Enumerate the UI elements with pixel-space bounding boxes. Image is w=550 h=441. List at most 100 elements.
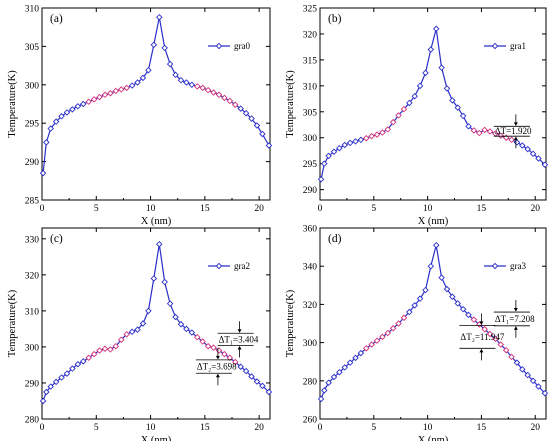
data-point	[145, 66, 152, 74]
annotation-label: ΔT₁=3.404	[219, 334, 259, 344]
legend-label: gra1	[510, 41, 526, 51]
data-point	[541, 161, 549, 168]
data-point	[139, 74, 147, 82]
data-point	[427, 262, 435, 270]
data-point	[166, 300, 174, 307]
y-tick-label: 290	[303, 186, 318, 196]
x-tick-label: 10	[423, 204, 433, 214]
x-tick-label: 15	[477, 423, 487, 433]
data-point	[352, 354, 359, 362]
data-point	[357, 349, 365, 357]
data-point	[330, 148, 338, 155]
panel-label: (a)	[50, 13, 63, 25]
data-point	[357, 136, 365, 144]
data-point	[107, 90, 114, 97]
data-point	[432, 241, 440, 249]
data-point	[384, 126, 392, 133]
data-point	[513, 139, 521, 146]
data-point	[492, 335, 499, 343]
data-point	[379, 333, 386, 341]
chart-panel-a: 0 5 10 15 20 285 290 295 300 305 310 X (nm) Temperat…	[7, 5, 273, 227]
y-tick-label: 295	[25, 120, 40, 130]
data-point	[156, 13, 163, 21]
data-point	[352, 138, 359, 145]
data-point	[535, 383, 542, 390]
data-point	[325, 379, 332, 386]
y-tick-label: 310	[25, 307, 40, 317]
data-point	[128, 328, 136, 336]
data-point	[265, 388, 273, 396]
data-point	[85, 354, 92, 361]
data-point	[317, 176, 325, 183]
arrow-head	[215, 355, 220, 360]
data-point	[470, 316, 478, 323]
x-tick-label: 10	[146, 204, 156, 214]
data-point	[199, 84, 206, 92]
data-point	[39, 169, 47, 177]
data-point	[69, 365, 76, 372]
data-point	[58, 374, 65, 381]
data-point	[221, 94, 228, 102]
data-point	[101, 345, 109, 352]
data-point	[411, 92, 418, 100]
x-tick-label: 15	[200, 204, 210, 214]
data-point	[363, 135, 370, 142]
legend-label: gra2	[234, 261, 250, 271]
data-point	[204, 342, 212, 350]
x-axis-label: X (nm)	[141, 435, 172, 441]
data-point	[221, 350, 228, 358]
data-point	[161, 278, 168, 286]
data-point	[519, 366, 526, 373]
data-point	[47, 383, 54, 390]
data-point	[215, 347, 223, 354]
data-point	[497, 132, 505, 139]
y-tick-label: 290	[25, 379, 40, 389]
chart-panel-b: 0 5 10 15 20 290 295 300 305 310 315 320 325 X (nm) Te…	[285, 5, 549, 227]
y-tick-label: 300	[303, 339, 318, 349]
data-point	[134, 326, 141, 333]
data-point	[118, 336, 125, 343]
data-point	[541, 389, 549, 397]
data-point	[395, 112, 402, 119]
data-point	[177, 320, 185, 328]
data-point	[422, 286, 429, 294]
data-point	[39, 397, 47, 405]
data-point	[422, 69, 429, 77]
data-point	[443, 85, 451, 92]
panel-label: (d)	[328, 233, 342, 245]
data-point	[74, 103, 82, 110]
legend-marker	[215, 262, 223, 270]
data-point	[259, 130, 266, 138]
y-axis-label: Temperature(K)	[7, 289, 18, 357]
data-point	[346, 359, 354, 366]
panel-label: (c)	[50, 233, 63, 245]
data-point	[63, 370, 71, 377]
data-point	[52, 118, 60, 125]
data-point	[389, 118, 397, 126]
data-point	[481, 126, 488, 134]
y-tick-label: 280	[25, 416, 40, 426]
x-tick-label: 0	[40, 423, 45, 433]
x-axis-label: X (nm)	[141, 216, 172, 227]
data-point	[465, 311, 472, 319]
arrow-head	[479, 348, 484, 353]
data-point	[476, 129, 483, 137]
x-tick-label: 10	[146, 423, 156, 433]
data-point	[96, 347, 103, 354]
y-tick-label: 330	[25, 235, 40, 245]
x-tick-label: 0	[40, 204, 45, 214]
x-tick-label: 0	[318, 204, 323, 214]
chart-panel-c: 0 5 10 15 20 280 290 300 310 320 330 X (nm) Temperat…	[7, 227, 273, 441]
y-tick-label: 300	[303, 134, 318, 144]
data-point	[438, 274, 445, 281]
data-point	[321, 160, 328, 167]
data-point	[481, 325, 488, 333]
data-point	[400, 105, 408, 113]
data-point	[524, 371, 531, 379]
data-point	[454, 300, 461, 307]
y-tick-label: 320	[25, 271, 40, 281]
arrow-head	[215, 373, 220, 378]
data-point	[248, 373, 255, 380]
plot-frame	[319, 227, 547, 420]
data-point	[90, 96, 98, 103]
